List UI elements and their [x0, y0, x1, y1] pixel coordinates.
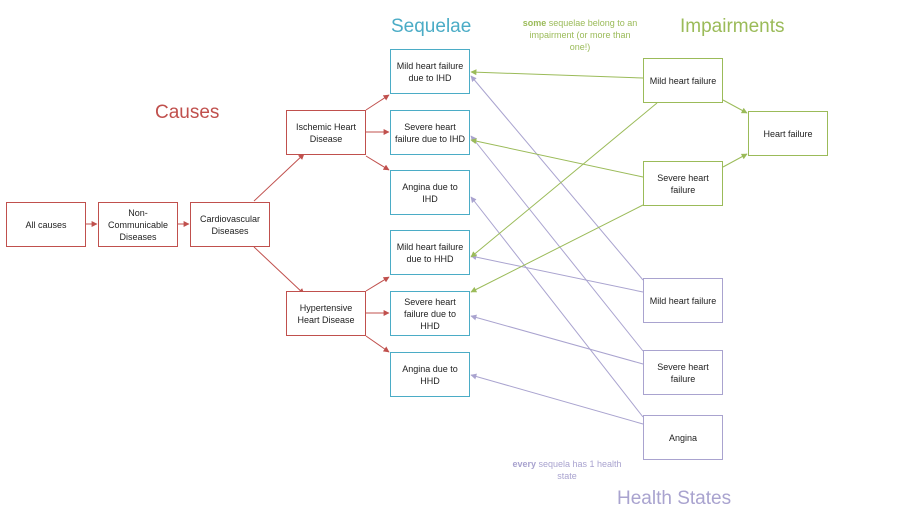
- arrow-hs-severe-to-severe-ihd: [470, 135, 644, 352]
- arrow-imp-severe-to-severe-ihd: [470, 138, 644, 178]
- impairments-title: Impairments: [680, 16, 785, 37]
- arrow-imp-mild-to-mild-ihd: [470, 69, 644, 79]
- sequela-mild-hf-ihd: Mild heart failure due to IHD: [390, 49, 470, 94]
- arrow-imp-mild-to-hf: [722, 99, 748, 114]
- impairment-mild-heart-failure: Mild heart failure: [643, 58, 723, 103]
- cause-cardiovascular-diseases: Cardiovascular Diseases: [190, 202, 270, 247]
- arrow-hs-angina-to-angina-hhd: [470, 373, 644, 425]
- cause-non-communicable-diseases: Non-Communicable Diseases: [98, 202, 178, 247]
- impairment-note-text: sequelae belong to an impairment (or mor…: [529, 18, 638, 52]
- arrow-hhd-to-angina: [365, 335, 390, 353]
- sequelae-title: Sequelae: [391, 16, 472, 37]
- impairment-severe-heart-failure: Severe heart failure: [643, 161, 723, 206]
- health-state-note-text: sequela has 1 health state: [535, 459, 622, 481]
- impairment-heart-failure: Heart failure: [748, 111, 828, 156]
- health-state-mild-heart-failure: Mild heart failure: [643, 278, 723, 323]
- sequela-angina-hhd: Angina due to HHD: [390, 352, 470, 397]
- arrow-hs-mild-to-mild-hhd: [470, 254, 644, 293]
- arrow-cvd-to-hhd: [253, 246, 305, 295]
- arrow-hs-severe-to-severe-hhd: [470, 314, 644, 365]
- health-state-note: every sequela has 1 health state: [507, 458, 627, 482]
- sequela-angina-ihd: Angina due to IHD: [390, 170, 470, 215]
- impairment-note: some sequelae belong to an impairment (o…: [520, 17, 640, 53]
- health-state-severe-heart-failure: Severe heart failure: [643, 350, 723, 395]
- impairment-note-emphasis: some: [522, 18, 547, 28]
- health-state-angina: Angina: [643, 415, 723, 460]
- sequela-mild-hf-hhd: Mild heart failure due to HHD: [390, 230, 470, 275]
- sequela-severe-hf-hhd: Severe heart failure due to HHD: [390, 291, 470, 336]
- sequela-severe-hf-ihd: Severe heart failure due to IHD: [390, 110, 470, 155]
- arrow-hs-angina-to-angina-ihd: [470, 196, 644, 418]
- arrow-ihd-to-mild: [365, 94, 390, 111]
- arrow-imp-severe-to-severe-hhd: [470, 204, 644, 293]
- cause-all-causes: All causes: [6, 202, 86, 247]
- causes-title: Causes: [155, 102, 220, 123]
- cause-ischemic-heart-disease: Ischemic Heart Disease: [286, 110, 366, 155]
- arrow-imp-mild-to-mild-hhd: [470, 102, 658, 258]
- arrow-cvd-to-ihd: [253, 153, 305, 202]
- health-states-title: Health States: [617, 488, 732, 509]
- arrow-hs-mild-to-mild-ihd: [470, 75, 644, 281]
- arrow-hhd-to-mild: [365, 276, 390, 292]
- health-state-note-emphasis: every: [512, 459, 536, 469]
- arrow-ihd-to-angina: [365, 155, 390, 171]
- arrow-imp-severe-to-hf: [722, 153, 748, 168]
- cause-hypertensive-heart-disease: Hypertensive Heart Disease: [286, 291, 366, 336]
